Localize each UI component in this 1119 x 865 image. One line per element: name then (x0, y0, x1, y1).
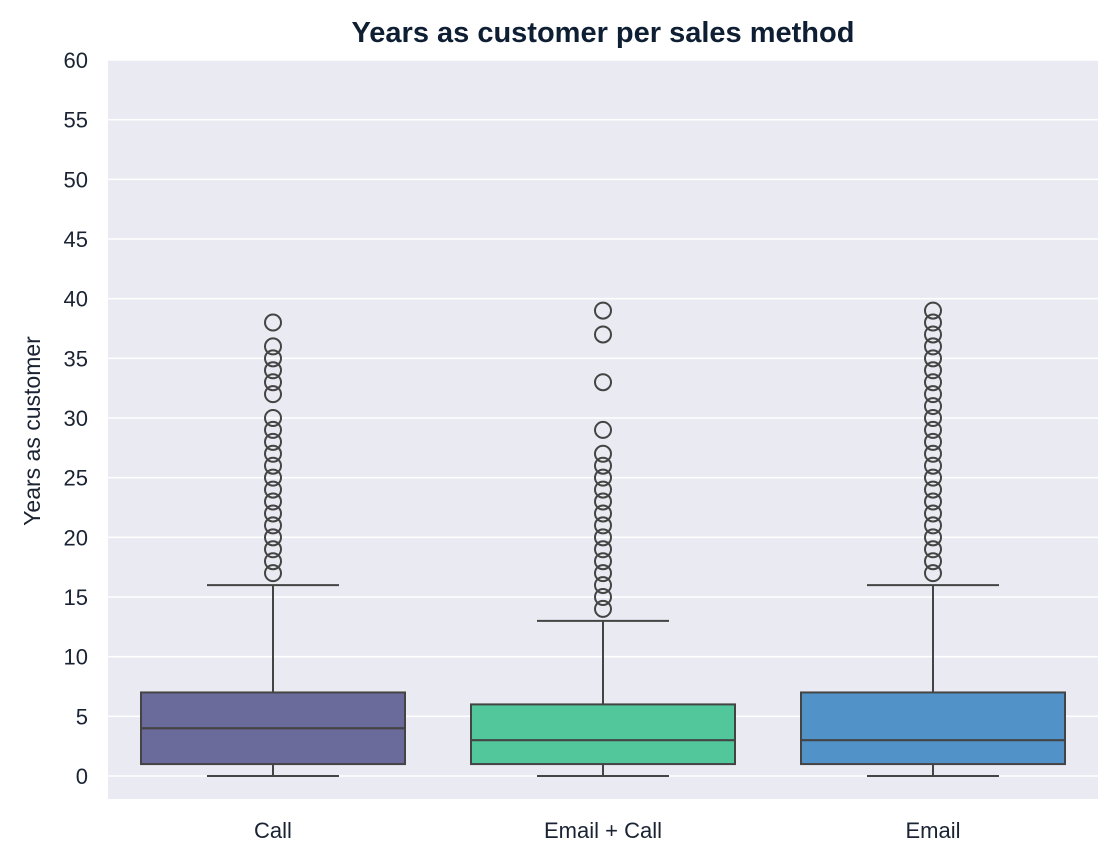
outlier-point (264, 552, 282, 571)
outlier-point (924, 492, 942, 511)
x-tick-label: Email + Call (544, 818, 662, 843)
outlier-point (594, 301, 612, 320)
outlier-point (264, 564, 282, 583)
y-tick-label: 10 (64, 645, 88, 670)
outlier-point (924, 301, 942, 320)
y-axis-label: Years as customer (19, 336, 45, 526)
box-group (140, 313, 406, 777)
outlier-point (264, 516, 282, 535)
outlier-point (924, 504, 942, 523)
outlier-point (594, 564, 612, 583)
outlier-point (594, 480, 612, 499)
x-tick-labels: Call Email + Call Email (254, 818, 960, 843)
y-tick-label: 45 (64, 227, 88, 252)
y-tick-label: 40 (64, 287, 88, 312)
outlier-point (264, 361, 282, 380)
chart-title: Years as customer per sales method (352, 17, 855, 49)
outlier-point (594, 552, 612, 571)
box-iqr (470, 703, 736, 766)
box-group (470, 301, 736, 777)
outlier-point (594, 468, 612, 487)
outlier-point (924, 480, 942, 499)
outlier-point (594, 516, 612, 535)
outlier-point (264, 337, 282, 356)
y-tick-label: 55 (64, 108, 88, 133)
outlier-point (264, 492, 282, 511)
outlier-point (264, 409, 282, 427)
y-tick-label: 60 (64, 48, 88, 73)
outlier-point (924, 325, 942, 344)
outlier-point (264, 480, 282, 499)
outlier-point (924, 432, 942, 451)
outlier-point (924, 385, 942, 404)
outlier-point (594, 576, 612, 595)
x-tick-label: Email (905, 818, 960, 843)
outlier-point (594, 420, 612, 439)
outlier-point (264, 540, 282, 559)
outlier-point (924, 409, 942, 427)
outlier-point (924, 516, 942, 535)
outlier-point (924, 349, 942, 368)
outlier-point (264, 528, 282, 547)
box-iqr (800, 691, 1066, 766)
outlier-point (924, 456, 942, 475)
y-tick-label: 25 (64, 466, 88, 491)
outlier-point (924, 397, 942, 416)
outlier-point (594, 540, 612, 559)
outlier-point (924, 540, 942, 559)
y-tick-label: 20 (64, 525, 88, 550)
outlier-point (594, 588, 612, 606)
outlier-point (264, 373, 282, 392)
outlier-point (924, 361, 942, 380)
outlier-point (264, 456, 282, 475)
outlier-point (264, 504, 282, 523)
outlier-point (924, 373, 942, 392)
y-tick-label: 5 (76, 704, 88, 729)
outlier-point (594, 325, 612, 344)
outlier-point (594, 444, 612, 463)
outlier-point (924, 420, 942, 439)
outlier-point (264, 420, 282, 439)
outlier-point (264, 313, 282, 332)
y-tick-label: 30 (64, 406, 88, 431)
outlier-point (924, 564, 942, 583)
outlier-point (594, 504, 612, 523)
y-tick-label: 50 (64, 167, 88, 192)
y-tick-label: 0 (76, 764, 88, 789)
outlier-point (594, 456, 612, 475)
outlier-point (264, 385, 282, 404)
boxes (140, 301, 1066, 777)
outlier-point (594, 373, 612, 392)
outlier-point (594, 599, 612, 618)
outlier-point (264, 432, 282, 451)
outlier-point (924, 552, 942, 571)
outlier-point (924, 468, 942, 487)
outlier-point (264, 444, 282, 463)
outlier-point (264, 468, 282, 487)
y-tick-labels: 0 5 10 15 20 25 30 35 40 45 50 55 60 (64, 48, 88, 789)
outlier-point (924, 444, 942, 463)
outlier-point (594, 528, 612, 547)
x-tick-label: Call (254, 818, 292, 843)
outlier-point (924, 528, 942, 547)
outlier-point (594, 492, 612, 511)
outlier-point (924, 337, 942, 356)
box-group (800, 301, 1066, 777)
y-tick-label: 35 (64, 346, 88, 371)
outlier-point (264, 349, 282, 368)
outlier-point (924, 313, 942, 332)
y-tick-label: 15 (64, 585, 88, 610)
